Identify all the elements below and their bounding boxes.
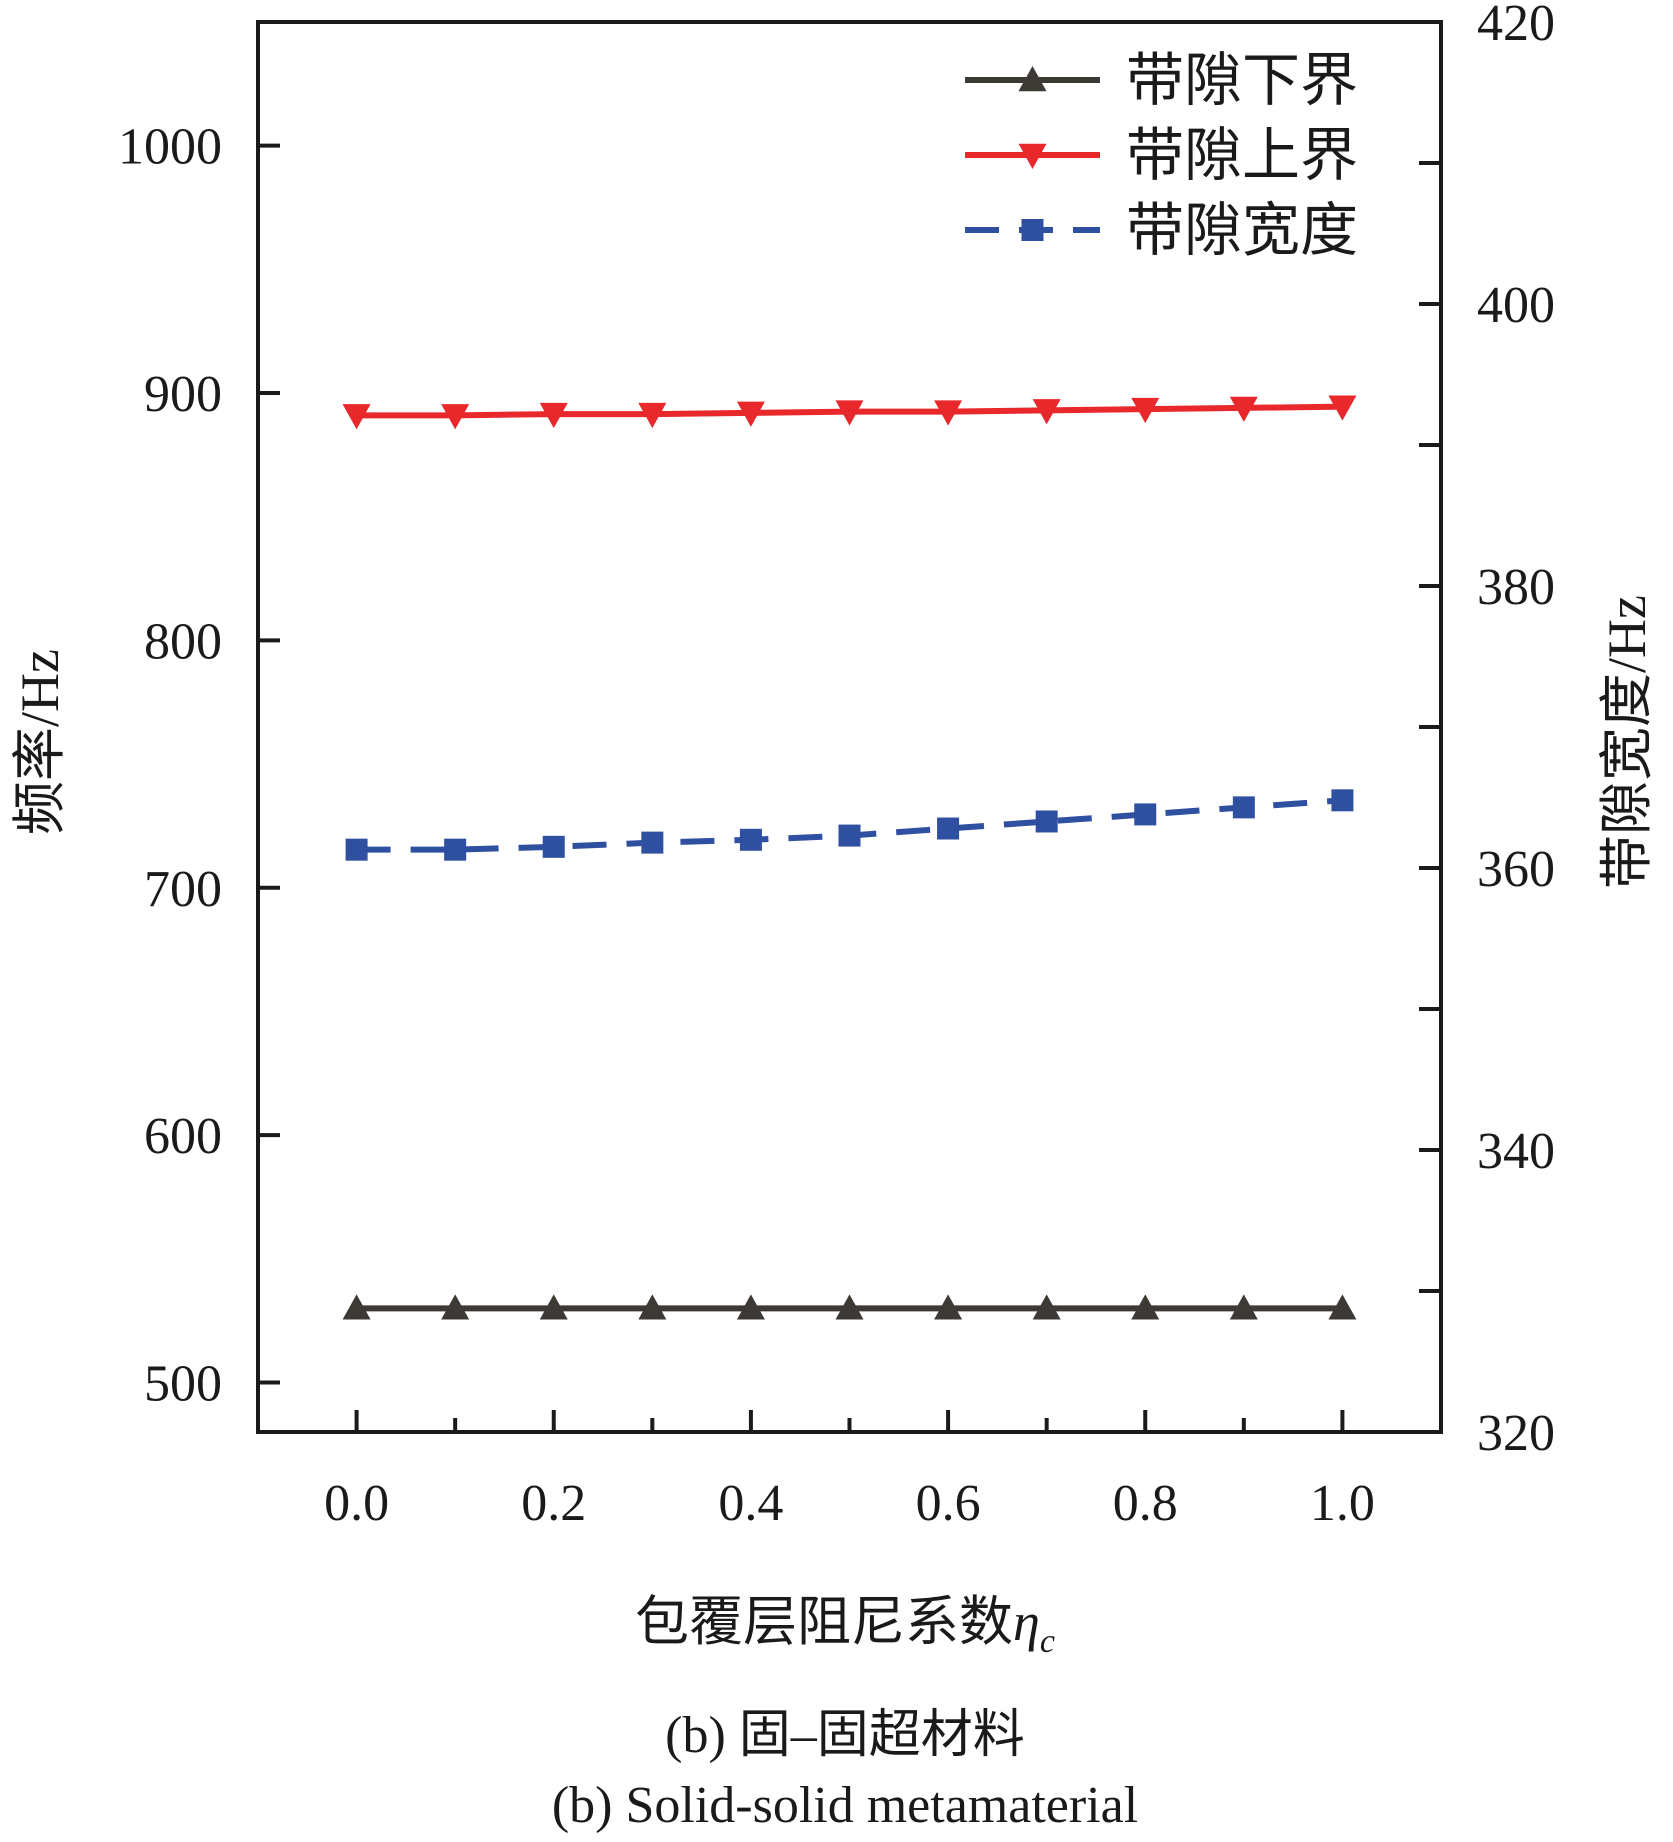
right-y-tick-label: 340 [1477,1123,1555,1180]
x-tick-label: 0.2 [521,1475,586,1532]
data-point [342,1294,371,1320]
legend-marker [1018,143,1047,169]
x-axis-title: 包覆层阻尼系数ηc [635,1592,1055,1660]
x-tick-label: 1.0 [1310,1475,1375,1532]
x-axis-title-symbol: η [1013,1592,1040,1652]
legend-item: 带隙上界 [965,123,1358,188]
legend-item: 带隙宽度 [965,198,1358,263]
data-point [1032,1294,1061,1320]
legend-marker [1018,66,1047,92]
data-point [539,1294,568,1320]
data-point [444,838,467,861]
x-tick-label: 0.0 [324,1475,389,1532]
data-point [1032,399,1061,425]
x-axis-title-text: 包覆层阻尼系数 [635,1592,1013,1652]
left-y-tick-label: 1000 [118,119,222,176]
series-layer [342,395,1357,1320]
data-point [1331,789,1354,812]
data-point [835,1294,864,1320]
data-point [641,831,664,854]
data-point [1229,1294,1258,1320]
right-y-tick-label: 360 [1477,841,1555,898]
right-y-tick-label: 380 [1477,559,1555,616]
right-y-tick-label: 420 [1477,0,1555,52]
left-y-tick-label: 900 [144,366,222,423]
left-y-tick-label: 800 [144,613,222,670]
series-2 [342,395,1357,430]
data-point [1229,396,1258,422]
left-y-tick-label: 500 [144,1356,222,1413]
data-point [1131,1294,1160,1320]
caption-english: (b) Solid-solid metamaterial [552,1777,1138,1834]
data-point [1035,810,1058,833]
x-axis-title-subscript: c [1040,1623,1055,1660]
legend-label: 带隙宽度 [1126,198,1358,263]
data-point [539,402,568,429]
x-axis: 0.0 0.2 0.4 0.6 0.8 1.0 [324,1410,1375,1532]
right-y-tick-label: 320 [1477,1405,1555,1462]
left-y-axis-title: 频率/Hz [10,649,70,835]
data-point [345,838,368,861]
right-y-axis-title: 带隙宽度/Hz [1597,595,1657,889]
right-y-axis: 320 340 360 380 400 420 [1419,0,1555,1462]
data-point [542,835,565,858]
left-y-tick-label: 700 [144,861,222,918]
data-point [1328,1294,1357,1320]
data-point [934,1294,963,1320]
data-point [638,1294,667,1320]
x-tick-label: 0.8 [1113,1475,1178,1532]
data-point [934,400,963,426]
data-point [638,402,667,429]
data-point [736,1294,765,1320]
data-point [835,400,864,426]
data-point [739,828,762,851]
data-point [441,404,470,430]
legend-label: 带隙上界 [1126,123,1358,188]
data-point [342,404,371,430]
x-tick-label: 0.4 [718,1475,783,1532]
x-tick-label: 0.6 [916,1475,981,1532]
series-1 [342,1294,1357,1320]
left-y-axis: 500 600 700 800 900 1000 [118,119,280,1413]
data-point [441,1294,470,1320]
data-point [1131,397,1160,424]
series-3 [345,789,1354,861]
legend-label: 带隙下界 [1126,48,1358,113]
left-y-tick-label: 600 [144,1108,222,1165]
data-point [736,401,765,427]
data-point [838,824,861,847]
data-point [1328,395,1357,421]
data-point [1232,796,1255,819]
legend-item: 带隙下界 [965,48,1358,113]
data-point [1134,803,1157,826]
right-y-tick-label: 400 [1477,277,1555,334]
caption-chinese: (b) 固–固超材料 [665,1707,1025,1764]
legend-marker [1021,219,1044,241]
data-point [937,817,960,840]
